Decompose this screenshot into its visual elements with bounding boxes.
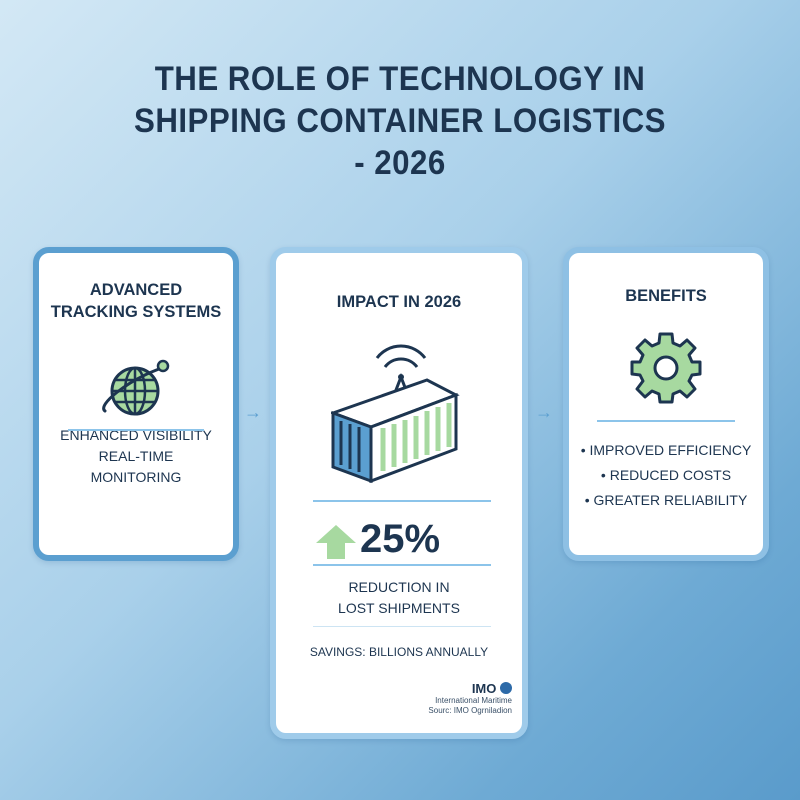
imo-logo: IMO [471,681,497,696]
benefit-item: • GREATER RELIABILITY [584,492,748,508]
divider [313,626,491,627]
card-title: IMPACT IN 2026 [336,293,462,311]
benefits-list: • IMPROVED EFFICIENCY • REDUCED COSTS • … [569,438,763,513]
globe-orbit-icon [102,359,170,416]
impact-card: IMPACT IN 2026 25% REDUCTION IN LOST SHI… [270,247,528,739]
benefit-item: • REDUCED COSTS [600,467,732,483]
source-block: IMO International Maritime Sourc: IMO Og… [428,681,512,715]
arrow-up-icon [316,525,356,559]
page-title: THE ROLE OF TECHNOLOGY IN SHIPPING CONTA… [134,60,666,182]
card-title: BENEFITS [625,287,707,305]
divider [597,420,735,422]
smart-container-icon [331,344,460,483]
gear-icon [630,332,702,404]
stat-value: 25% [360,517,441,561]
card-title: ADVANCED TRACKING SYSTEMS [50,281,222,321]
feature-list: ENHANCED VISIBILITY REAL-TIME MONITORING [60,427,212,485]
divider [313,500,491,502]
benefit-item: • IMPROVED EFFICIENCY [580,442,752,458]
tracking-card: ADVANCED TRACKING SYSTEMS ENHANCED VISIB… [33,247,239,561]
arrow-right-icon: → [535,402,553,422]
arrow-right-icon: → [244,402,262,422]
stat-label: REDUCTION IN LOST SHIPMENTS [338,579,460,616]
globe-emblem-icon [500,682,512,694]
benefits-card: BENEFITS • IMPROVED EFFICIENCY • REDUCED… [563,247,769,561]
divider [68,429,204,431]
savings-text: SAVINGS: BILLIONS ANNUALLY [309,645,489,659]
divider [313,564,491,566]
